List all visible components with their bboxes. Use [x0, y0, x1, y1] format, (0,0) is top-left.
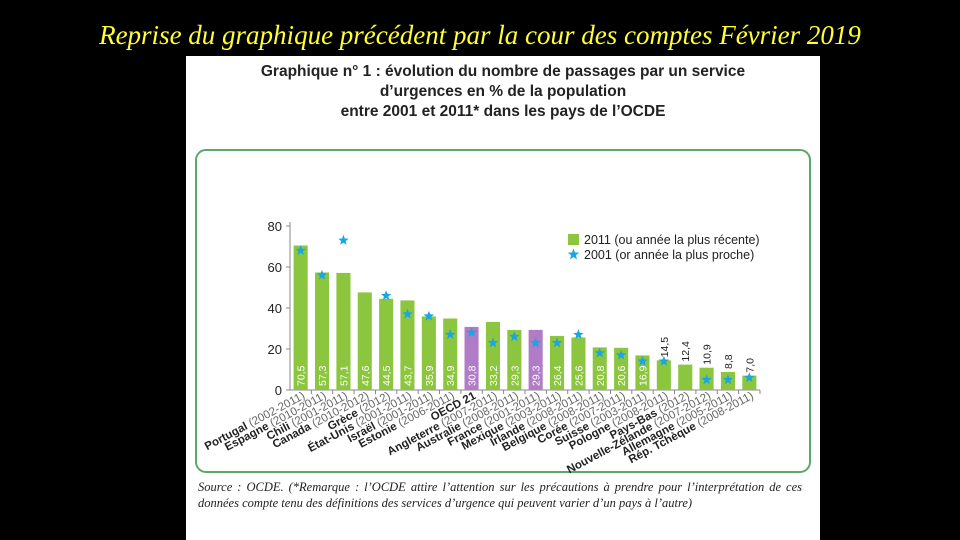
- source-note: Source : OCDE. (*Remarque : l’OCDE attir…: [198, 480, 802, 510]
- star-marker: [637, 355, 648, 366]
- chart-panel: Graphique n° 1 : évolution du nombre de …: [186, 56, 820, 540]
- bar-value-label: 20,8: [595, 365, 607, 386]
- bar-value-label: 43,7: [403, 365, 415, 386]
- bar-value-label: 20,6: [616, 365, 628, 386]
- bar: [315, 272, 330, 390]
- bar: [635, 355, 650, 390]
- bar-value-label: 57,1: [338, 365, 350, 386]
- star-marker: [402, 308, 413, 319]
- chart-title-line-2: d’urgences en % de la population: [379, 83, 627, 100]
- star-marker: [487, 337, 499, 348]
- star-marker: [722, 374, 734, 385]
- star-marker: [658, 355, 670, 366]
- bar: [571, 337, 586, 390]
- chart-title-line-1: Graphique n° 1 : évolution du nombre de …: [260, 63, 746, 80]
- star-marker: [551, 337, 563, 348]
- legend-label-2001: 2001 (or année la plus proche): [584, 248, 754, 262]
- star-marker: [744, 372, 755, 383]
- bar-value-label: 16,9: [638, 365, 650, 386]
- bar-value-label: 7,0: [744, 358, 756, 373]
- bar-value-label: 29,3: [509, 365, 521, 386]
- bar: [592, 347, 607, 390]
- bar-value-label: 70,5: [296, 365, 308, 386]
- star-marker: [594, 347, 605, 358]
- bar: [485, 321, 500, 390]
- bar-value-label: 8,8: [723, 354, 735, 369]
- chart-title: Graphique n° 1 : évolution du nombre de …: [186, 62, 820, 122]
- bar: [357, 292, 372, 390]
- star-marker: [615, 349, 627, 360]
- chart-title-line-3: entre 2001 et 2011* dans les pays de l’O…: [340, 103, 666, 120]
- bar-value-label: 44,5: [381, 365, 393, 386]
- legend-label-2011: 2011 (ou année la plus récente): [584, 233, 760, 247]
- bar: [550, 335, 565, 390]
- chart-frame: [195, 149, 811, 473]
- bar: [379, 298, 394, 390]
- star-marker: [466, 327, 477, 337]
- star-marker: [380, 290, 392, 301]
- star-marker: [573, 329, 584, 340]
- y-tick-label: 40: [268, 301, 282, 316]
- star-marker: [701, 374, 712, 385]
- bar-value-label: 12,4: [680, 341, 692, 362]
- bar: [742, 375, 757, 390]
- star-marker: [423, 310, 435, 321]
- bar: [464, 326, 479, 390]
- bar: [507, 329, 522, 390]
- bar: [293, 245, 308, 390]
- bar-value-label: 14,5: [659, 337, 671, 358]
- star-marker: [445, 329, 456, 340]
- y-tick-label: 60: [268, 260, 282, 275]
- bar-value-label: 26,4: [552, 365, 564, 386]
- star-marker: [530, 337, 541, 348]
- bar-value-label: 57,3: [317, 365, 329, 386]
- y-tick-label: 0: [275, 383, 282, 398]
- bar-value-label: 29,3: [531, 365, 543, 386]
- bar: [678, 364, 693, 390]
- bar-value-label: 34,9: [445, 365, 457, 386]
- y-tick-label: 80: [268, 219, 282, 234]
- bar-value-label: 47,6: [360, 365, 372, 386]
- bar-value-label: 25,6: [573, 365, 585, 386]
- bar-value-label: 30,8: [467, 365, 479, 386]
- bar: [528, 329, 543, 390]
- bar: [614, 347, 629, 390]
- star-marker: [338, 234, 349, 245]
- star-marker: [316, 269, 328, 280]
- bar-value-label: 35,9: [424, 365, 436, 386]
- bar: [421, 316, 436, 390]
- legend-swatch-2011: [568, 234, 579, 245]
- bar: [400, 300, 415, 390]
- y-tick-label: 20: [268, 342, 282, 357]
- bar-value-label: 33,2: [488, 365, 500, 386]
- legend-star-2001: [567, 248, 580, 260]
- star-marker: [509, 331, 520, 342]
- bar-value-label: 10,9: [702, 344, 714, 365]
- slide-title: Reprise du graphique précédent par la co…: [99, 20, 861, 50]
- star-marker: [295, 245, 306, 255]
- bar: [443, 318, 458, 390]
- bar: [336, 272, 351, 390]
- bar: [656, 360, 671, 390]
